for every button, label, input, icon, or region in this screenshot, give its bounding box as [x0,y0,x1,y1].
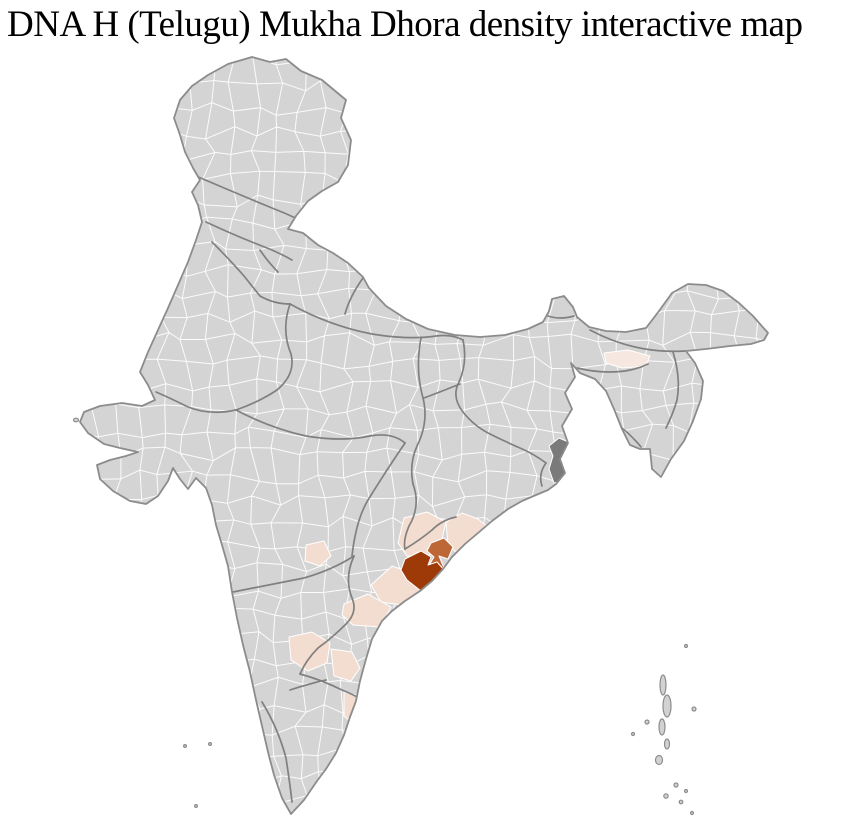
island [691,706,697,712]
district-density-low[interactable] [330,648,361,682]
india-landmass[interactable] [80,57,768,814]
state-border-line [205,221,293,261]
state-borders [155,175,686,803]
island [673,782,679,788]
district-density-low[interactable] [304,540,332,567]
state-border-line [232,555,355,593]
state-border-line [455,339,547,464]
state-border-line [410,337,426,485]
state-border-line [261,701,293,803]
state-border-line [259,295,291,305]
state-border-line [539,462,547,487]
island [644,719,650,725]
india-outline [79,56,769,815]
state-border-line [351,442,406,557]
state-border-line [299,673,360,699]
island [208,741,213,746]
state-border-line [235,409,406,444]
island [194,803,199,808]
island [678,799,684,805]
state-border-line [589,329,686,353]
island [72,417,80,423]
island [654,754,664,766]
state-border-line [289,303,464,341]
island [663,793,669,799]
island [663,738,671,750]
island [662,694,672,718]
state-border-line [423,383,461,399]
state-border-line [665,351,680,429]
page-title: DNA H (Telugu) Mukha Dhora density inter… [7,4,803,45]
island [659,674,667,696]
state-border-line [621,427,642,448]
district-density-faint[interactable] [603,349,651,369]
state-border-line [403,483,418,550]
state-border-line [576,363,649,373]
state-border-line [404,516,457,550]
island [683,788,689,794]
island [683,643,689,649]
state-border-line [155,391,237,414]
island [658,718,666,736]
state-border-line [299,555,355,675]
island [183,743,188,748]
state-border-line [289,679,327,691]
island [689,810,695,816]
state-border-line [547,315,575,319]
state-border-line [235,303,293,411]
state-border-line [344,277,364,315]
state-border-line [259,249,279,273]
island [630,731,636,737]
district-density-low[interactable] [288,631,331,672]
islands-andaman-nicobar-lakshadweep[interactable] [72,417,697,816]
state-border-line [211,241,261,297]
